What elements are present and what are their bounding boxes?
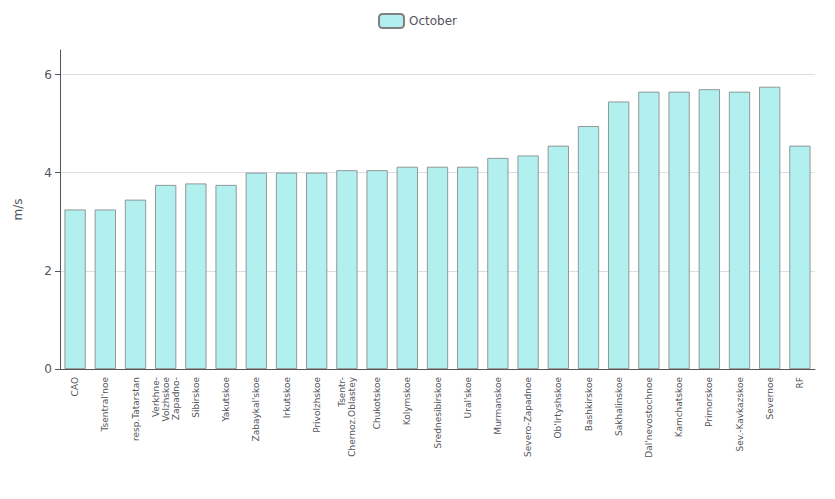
svg-text:RF: RF [795, 377, 805, 388]
svg-text:Kolymskoe: Kolymskoe [402, 377, 412, 426]
svg-text:Sibirskoe: Sibirskoe [191, 377, 201, 418]
svg-text:Dal'nevostochnoe: Dal'nevostochnoe [644, 377, 654, 458]
svg-text:October: October [409, 14, 457, 28]
svg-text:Volzhskoe: Volzhskoe [161, 377, 171, 422]
svg-text:Murmanskoe: Murmanskoe [493, 377, 503, 435]
svg-text:m/s: m/s [11, 199, 25, 221]
svg-text:2: 2 [44, 264, 52, 278]
svg-text:Srednesibirskoe: Srednesibirskoe [433, 377, 443, 449]
svg-text:Chernoz.Oblastey: Chernoz.Oblastey [347, 376, 357, 456]
svg-text:Irkutskoe: Irkutskoe [282, 377, 292, 419]
svg-text:Severo-Zapadnoe: Severo-Zapadnoe [523, 377, 533, 457]
svg-text:Tsentral'noe: Tsentral'noe [100, 377, 110, 433]
svg-text:Ob'Irtyshskoe: Ob'Irtyshskoe [553, 377, 563, 439]
svg-text:Chukotskoe: Chukotskoe [372, 377, 382, 430]
svg-text:Privolzhskoe: Privolzhskoe [312, 377, 322, 433]
svg-text:Zabaykal'skoe: Zabaykal'skoe [251, 377, 261, 442]
svg-text:Tsentr-: Tsentr- [337, 377, 347, 408]
svg-text:Bashkirskoe: Bashkirskoe [584, 377, 594, 432]
svg-text:Kamchatskoe: Kamchatskoe [674, 377, 684, 438]
svg-text:Primorskoe: Primorskoe [704, 377, 714, 428]
svg-text:resp.Tatarstan: resp.Tatarstan [131, 377, 141, 441]
svg-text:Sakhalinskoe: Sakhalinskoe [614, 377, 624, 436]
svg-text:Severnoe: Severnoe [765, 377, 775, 420]
svg-text:6: 6 [44, 68, 52, 82]
svg-text:Verkhne-: Verkhne- [151, 377, 161, 417]
svg-text:0: 0 [44, 362, 52, 376]
svg-text:Ural'skoe: Ural'skoe [463, 377, 473, 419]
svg-text:4: 4 [44, 166, 52, 180]
svg-text:Yakutskoe: Yakutskoe [221, 377, 231, 423]
svg-text:Zapadno-: Zapadno- [171, 377, 181, 420]
svg-text:Sev.-Kavkazskoe: Sev.-Kavkazskoe [735, 377, 745, 452]
svg-text:CAO: CAO [70, 377, 80, 396]
